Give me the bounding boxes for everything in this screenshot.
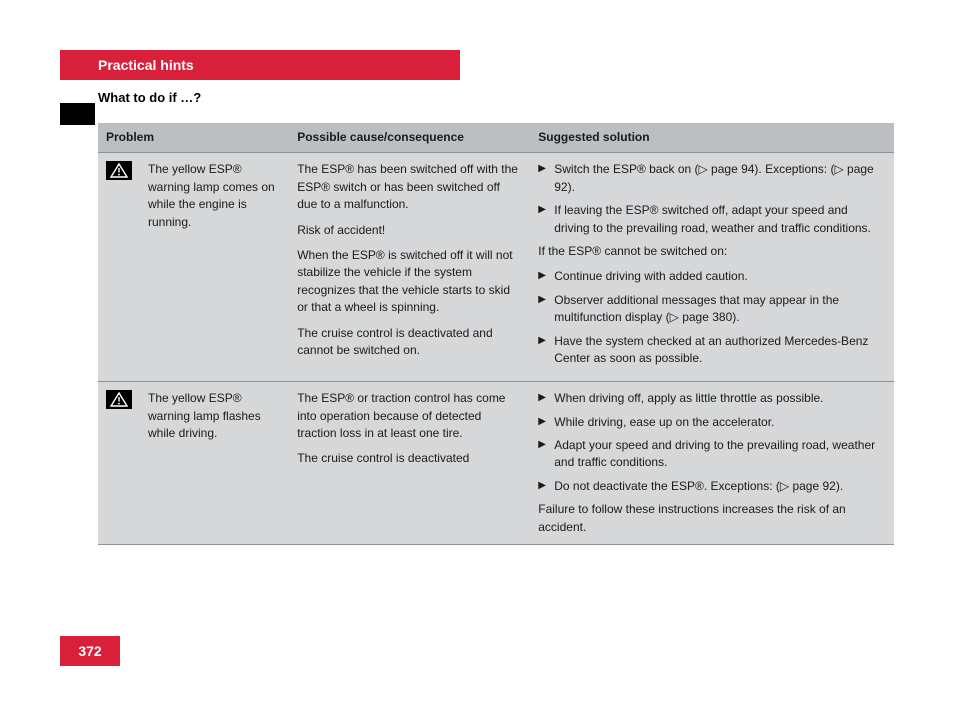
solution-item: Do not deactivate the ESP®. Exceptions: … [538,478,886,495]
cell-problem: The yellow ESP® warning lamp comes on wh… [140,153,289,382]
solution-item: Switch the ESP® back on (▷ page 94). Exc… [538,161,886,196]
solution-list: Continue driving with added caution. Obs… [538,268,886,367]
solution-item: Continue driving with added caution. [538,268,886,285]
page-number-badge: 372 [60,636,120,666]
solution-item: When driving off, apply as little thrott… [538,390,886,407]
solution-item: Have the system checked at an authorized… [538,333,886,368]
section-title: Practical hints [98,57,194,73]
warning-icon [106,161,132,180]
table-row: The yellow ESP® warning lamp comes on wh… [98,153,894,382]
cause-text: When the ESP® is switched off it will no… [297,247,522,317]
solution-item: If leaving the ESP® switched off, adapt … [538,202,886,237]
cell-icon [98,382,140,545]
cause-text: The ESP® has been switched off with the … [297,161,522,213]
cause-text: Risk of accident! [297,222,522,239]
solution-item: Observer additional messages that may ap… [538,292,886,327]
cell-cause: The ESP® has been switched off with the … [289,153,530,382]
solution-item: Adapt your speed and driving to the prev… [538,437,886,472]
cell-solution: When driving off, apply as little thrott… [530,382,894,545]
problem-text: The yellow ESP® warning lamp comes on wh… [148,161,281,231]
cell-cause: The ESP® or traction control has come in… [289,382,530,545]
warning-icon [106,390,132,409]
solution-item: While driving, ease up on the accelerato… [538,414,886,431]
cause-text: The ESP® or traction control has come in… [297,390,522,442]
table-header-row: Problem Possible cause/consequence Sugge… [98,123,894,153]
table-row: The yellow ESP® warning lamp flashes whi… [98,382,894,545]
page-content: Practical hints What to do if …? Problem… [60,50,894,545]
solution-list: When driving off, apply as little thrott… [538,390,886,495]
cell-problem: The yellow ESP® warning lamp flashes whi… [140,382,289,545]
cell-solution: Switch the ESP® back on (▷ page 94). Exc… [530,153,894,382]
problem-text: The yellow ESP® warning lamp flashes whi… [148,390,281,442]
section-banner: Practical hints [60,50,460,80]
subtitle: What to do if …? [60,90,894,105]
header-cause: Possible cause/consequence [289,123,530,153]
cell-icon [98,153,140,382]
header-solution: Suggested solution [530,123,894,153]
header-problem-text: Problem [106,130,154,144]
cause-text: The cruise control is deactivated and ca… [297,325,522,360]
solution-tail-text: Failure to follow these instructions inc… [538,501,886,536]
solution-mid-text: If the ESP® cannot be switched on: [538,243,886,260]
solution-list: Switch the ESP® back on (▷ page 94). Exc… [538,161,886,237]
page-number: 372 [78,643,101,659]
cause-text: The cruise control is deactivated [297,450,522,467]
troubleshooting-table: Problem Possible cause/consequence Sugge… [98,123,894,545]
header-problem: Problem [98,123,289,153]
